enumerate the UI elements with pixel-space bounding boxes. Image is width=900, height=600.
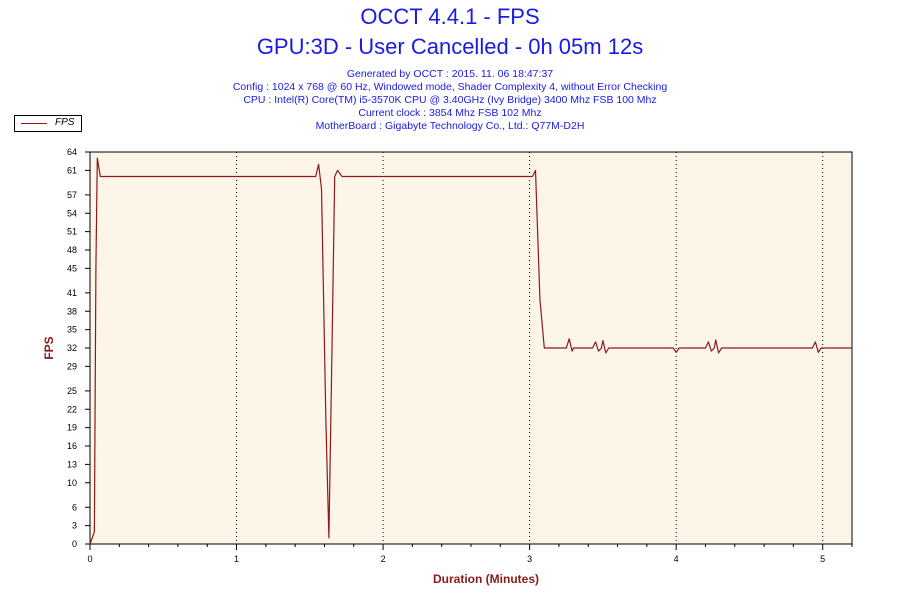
y-tick-label: 10: [67, 478, 77, 488]
y-tick-label: 54: [67, 208, 77, 218]
y-tick-label: 29: [67, 361, 77, 371]
series-line-fps: [89, 157, 852, 545]
info-cpu: CPU : Intel(R) Core(TM) i5-3570K CPU @ 3…: [243, 94, 657, 106]
legend-swatch: [21, 123, 47, 124]
y-tick-label: 35: [67, 325, 77, 335]
y-axis-title: FPS: [42, 336, 56, 359]
x-tick-label: 2: [381, 554, 386, 564]
chart-title: OCCT 4.4.1 - FPS: [360, 4, 540, 29]
y-tick-label: 57: [67, 190, 77, 200]
x-tick-label: 1: [234, 554, 239, 564]
info-clock: Current clock : 3854 Mhz FSB 102 Mhz: [358, 107, 542, 119]
legend: FPS: [14, 115, 82, 132]
y-tick-label: 19: [67, 423, 77, 433]
y-tick-label: 3: [72, 521, 77, 531]
info-config: Config : 1024 x 768 @ 60 Hz, Windowed mo…: [232, 81, 668, 93]
info-generated: Generated by OCCT : 2015. 11. 06 18:47:3…: [346, 68, 554, 80]
y-tick-label: 32: [67, 343, 77, 353]
x-tick-label: 0: [87, 554, 92, 564]
y-tick-label: 38: [67, 306, 77, 316]
x-tick-label: 3: [527, 554, 532, 564]
y-tick-label: 45: [67, 263, 77, 273]
y-tick-label: 13: [67, 459, 77, 469]
y-tick-label: 16: [67, 441, 77, 451]
x-tick-label: 5: [820, 554, 825, 564]
y-tick-label: 48: [67, 245, 77, 255]
chart-subtitle: GPU:3D - User Cancelled - 0h 05m 12s: [256, 34, 644, 59]
x-tick-label: 4: [674, 554, 679, 564]
y-tick-label: 64: [67, 147, 77, 157]
y-tick-label: 61: [67, 165, 77, 175]
x-axis-title: Duration (Minutes): [433, 572, 539, 586]
y-tick-label: 41: [67, 288, 77, 298]
info-motherboard: MotherBoard : Gigabyte Technology Co., L…: [315, 120, 585, 132]
y-tick-label: 0: [72, 539, 77, 549]
y-tick-label: 6: [72, 502, 77, 512]
y-tick-label: 51: [67, 227, 77, 237]
legend-label: FPS: [55, 117, 75, 128]
y-tick-label: 25: [67, 386, 77, 396]
y-tick-label: 22: [67, 404, 77, 414]
